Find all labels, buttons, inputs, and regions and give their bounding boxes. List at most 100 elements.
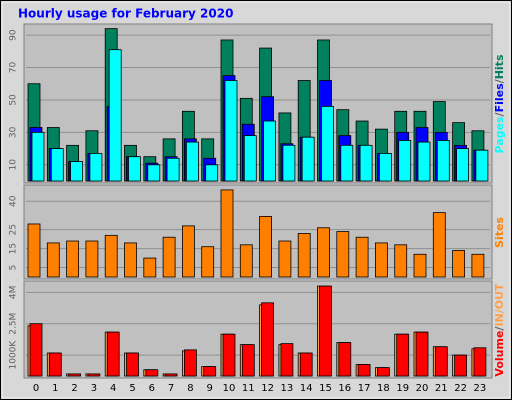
- legend-entry: Volume: [493, 331, 506, 377]
- bar: [261, 302, 275, 377]
- chart-title: Hourly usage for February 2020: [18, 7, 233, 21]
- bar: [301, 136, 315, 182]
- legend-entry: Files: [493, 83, 506, 113]
- x-tick-label: 2: [71, 383, 77, 394]
- y-tick-label: 5: [9, 265, 19, 271]
- bar: [452, 250, 466, 278]
- bar: [475, 149, 489, 182]
- bar: [321, 106, 334, 182]
- x-tick-label: 13: [281, 383, 294, 394]
- bar: [68, 373, 81, 377]
- bar: [185, 141, 199, 182]
- bar: [50, 148, 64, 182]
- bar: [27, 223, 41, 278]
- bar: [70, 161, 83, 182]
- bar: [319, 285, 332, 377]
- bar: [282, 144, 296, 182]
- y-tick-label: 1000K: [9, 340, 19, 370]
- legend-entry: Pages: [493, 116, 506, 154]
- bar: [106, 331, 120, 377]
- bar: [145, 369, 159, 377]
- legend-separator: /: [493, 111, 506, 116]
- bar: [280, 343, 294, 377]
- bar: [471, 253, 485, 278]
- bar: [338, 342, 352, 377]
- bar: [376, 367, 390, 377]
- x-tick-label: 17: [358, 383, 371, 394]
- bar: [278, 240, 292, 278]
- bar: [222, 333, 236, 377]
- bar: [359, 144, 373, 182]
- bar: [162, 236, 176, 278]
- bar: [48, 352, 62, 377]
- legend: Pages/Files/Hits: [493, 54, 506, 153]
- y-tick-label: 40: [9, 195, 19, 207]
- bar: [374, 242, 388, 278]
- x-tick-label: 12: [261, 383, 274, 394]
- bar: [164, 373, 178, 377]
- x-tick-label: 19: [396, 383, 409, 394]
- bar: [415, 331, 429, 377]
- bar: [87, 373, 101, 377]
- bar: [357, 364, 371, 377]
- legend-entry: Sites: [493, 217, 506, 248]
- bar: [220, 189, 234, 278]
- bar: [436, 140, 450, 182]
- legend-entry: Hits: [493, 54, 506, 79]
- x-tick-label: 20: [416, 383, 429, 394]
- bar: [46, 242, 60, 278]
- x-tick-label: 5: [129, 383, 135, 394]
- bar: [66, 240, 79, 278]
- y-tick-label: 4M: [9, 286, 19, 300]
- bar: [413, 253, 427, 278]
- bar: [201, 246, 215, 278]
- bar: [297, 233, 311, 278]
- bar: [205, 164, 219, 182]
- legend-separator: /: [493, 78, 506, 83]
- bar: [85, 240, 99, 278]
- bar: [340, 144, 354, 182]
- bar: [224, 80, 238, 182]
- x-tick-label: 0: [33, 383, 39, 394]
- legend-entry: IN/OUT: [493, 283, 506, 327]
- bar: [263, 120, 277, 182]
- bar: [299, 352, 313, 377]
- x-tick-label: 23: [474, 383, 487, 394]
- x-tick-label: 22: [454, 383, 467, 394]
- bar: [183, 349, 197, 377]
- bar: [396, 333, 410, 377]
- bar: [128, 156, 141, 182]
- x-tick-label: 15: [319, 383, 332, 394]
- bar: [203, 366, 217, 377]
- y-tick-label: 50: [9, 94, 19, 106]
- bar: [166, 157, 180, 182]
- y-tick-label: 70: [9, 62, 19, 74]
- x-tick-label: 7: [168, 383, 174, 394]
- bar: [104, 234, 118, 278]
- bar: [108, 49, 122, 182]
- bar: [243, 135, 257, 182]
- x-tick-label: 3: [91, 383, 97, 394]
- y-tick-label: 30: [9, 126, 19, 138]
- bar: [417, 141, 431, 182]
- x-tick-label: 18: [377, 383, 390, 394]
- y-tick-label: 2.5M: [9, 313, 19, 335]
- bar: [336, 231, 350, 278]
- bar: [317, 227, 330, 278]
- bar: [126, 352, 139, 377]
- bar: [143, 257, 157, 278]
- bar: [29, 323, 43, 377]
- y-tick-label: 90: [9, 29, 19, 41]
- bar: [473, 347, 487, 377]
- y-tick-label: 25: [9, 224, 19, 235]
- bar: [434, 346, 448, 377]
- y-tick-label: 15: [9, 243, 19, 254]
- bar: [456, 148, 470, 182]
- bar: [398, 140, 412, 182]
- bar: [432, 212, 446, 278]
- bar: [239, 244, 253, 278]
- x-tick-label: 14: [300, 383, 313, 394]
- x-tick-label: 6: [149, 383, 155, 394]
- bar: [355, 236, 369, 278]
